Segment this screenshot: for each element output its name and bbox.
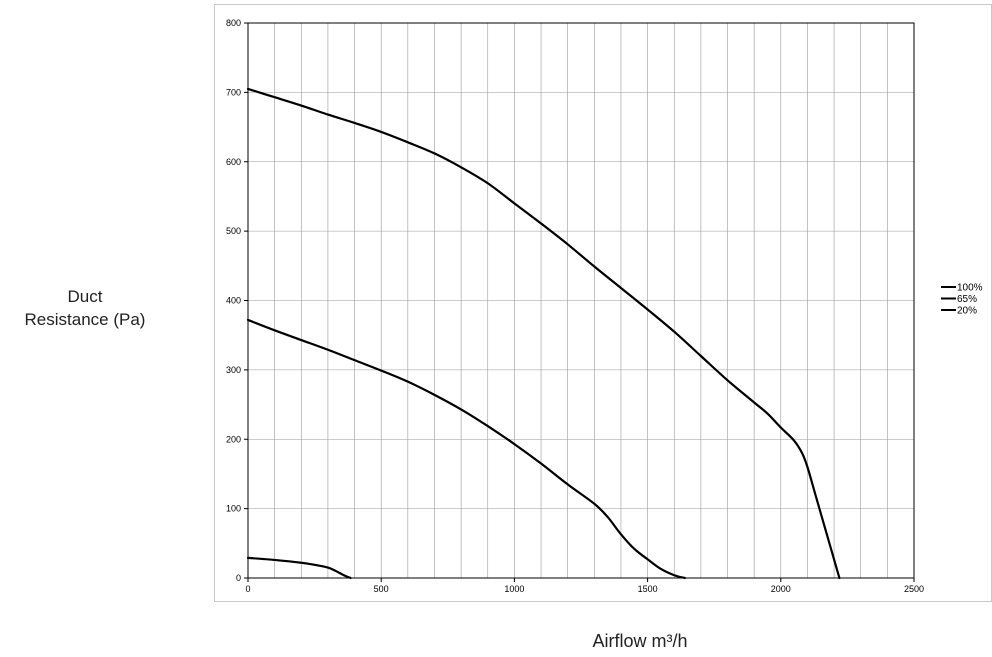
y-tick-label: 100: [226, 504, 241, 514]
y-tick-label: 300: [226, 365, 241, 375]
y-tick-label: 400: [226, 296, 241, 306]
x-axis-label: Airflow m³/h: [592, 631, 688, 651]
x-tick-label: 2500: [904, 584, 924, 594]
grid: [247, 22, 915, 579]
y-tick-label: 0: [236, 573, 241, 583]
chart-frame: 0 500 1000 1500 2000 2500 0 100 200 300 400 500 600 7…: [214, 4, 992, 602]
x-tick-label: 0: [245, 584, 250, 594]
legend-label: 20%: [957, 306, 977, 317]
y-tick-label: 600: [226, 157, 241, 167]
y-tick-label: 800: [226, 18, 241, 28]
y-tick-label: 700: [226, 87, 241, 97]
y-tick-label: 500: [226, 226, 241, 236]
series-group: [246, 87, 841, 580]
legend-label: 100%: [957, 283, 983, 294]
y-axis-label-line-2: Resistance (Pa): [24, 310, 146, 329]
legend: 100%65%20%: [941, 283, 983, 317]
x-tick-label: 2000: [771, 584, 791, 594]
x-tick-label: 1000: [504, 584, 524, 594]
x-tick-label: 500: [374, 584, 389, 594]
tick-labels: 0 500 1000 1500 2000 2500 0 100 200 300 400 500 600 7…: [226, 18, 924, 594]
series-line-20pct: [246, 556, 352, 580]
y-axis-label-line-1: Duct: [67, 287, 103, 306]
y-tick-label: 200: [226, 434, 241, 444]
x-tick-label: 1500: [638, 584, 658, 594]
series-line-100pct: [246, 87, 841, 580]
series-line-65pct: [246, 318, 686, 580]
legend-label: 65%: [957, 294, 977, 305]
chart-svg: 0 500 1000 1500 2000 2500 0 100 200 300 400 500 600 7…: [226, 18, 983, 594]
